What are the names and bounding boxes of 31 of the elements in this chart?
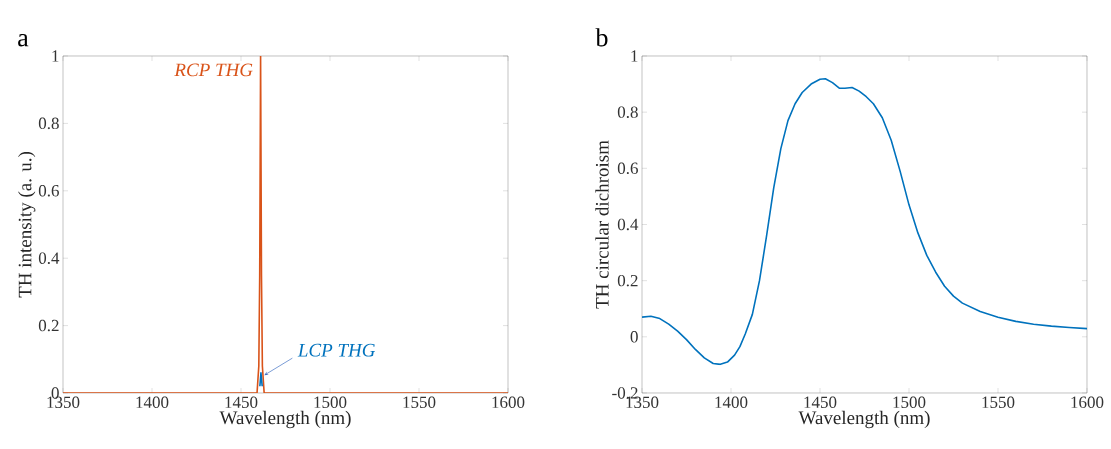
x-tick-label: 1450 (225, 396, 258, 408)
y-tick-label: 1 (52, 50, 59, 62)
line-series (642, 77, 1087, 366)
x-axis-title: Wavelength (nm) (219, 410, 351, 429)
chart-title: b (595, 28, 608, 47)
y-tick-label: 0.8 (38, 117, 59, 130)
x-axis-title: Wavelength (nm) (798, 410, 930, 429)
y-tick-label: 0.8 (617, 106, 638, 118)
x-tick-label: 1400 (715, 396, 748, 408)
chart-title: a (18, 34, 29, 47)
y-axis-title: TH circular dichroism (595, 140, 609, 309)
y-tick-label: 0.2 (617, 274, 638, 287)
y-tick-label: 0 (630, 331, 638, 343)
x-tick-label: 1500 (893, 396, 926, 408)
x-tick-label: 1500 (314, 396, 347, 408)
x-tick-label: 1550 (403, 396, 436, 408)
y-tick-label: 0.2 (38, 319, 59, 332)
y-axis-title: TH intensity (a. u.) (18, 151, 36, 298)
line-series (63, 55, 509, 393)
x-tick-label: 1600 (1071, 396, 1104, 408)
y-tick-label: 0.6 (38, 185, 59, 197)
annotation: LCP THG (297, 343, 376, 357)
x-tick-label: 1550 (982, 396, 1015, 408)
x-tick-label: 1600 (492, 396, 525, 408)
x-tick-label: 1400 (136, 396, 169, 408)
y-tick-label: 0.4 (617, 218, 639, 231)
x-tick-label: 1450 (804, 396, 837, 408)
y-tick-label: 0.6 (617, 162, 638, 175)
y-tick-label: 1 (631, 50, 638, 62)
y-tick-label: 0.4 (38, 252, 60, 264)
annotation: RCP THG (174, 63, 253, 77)
